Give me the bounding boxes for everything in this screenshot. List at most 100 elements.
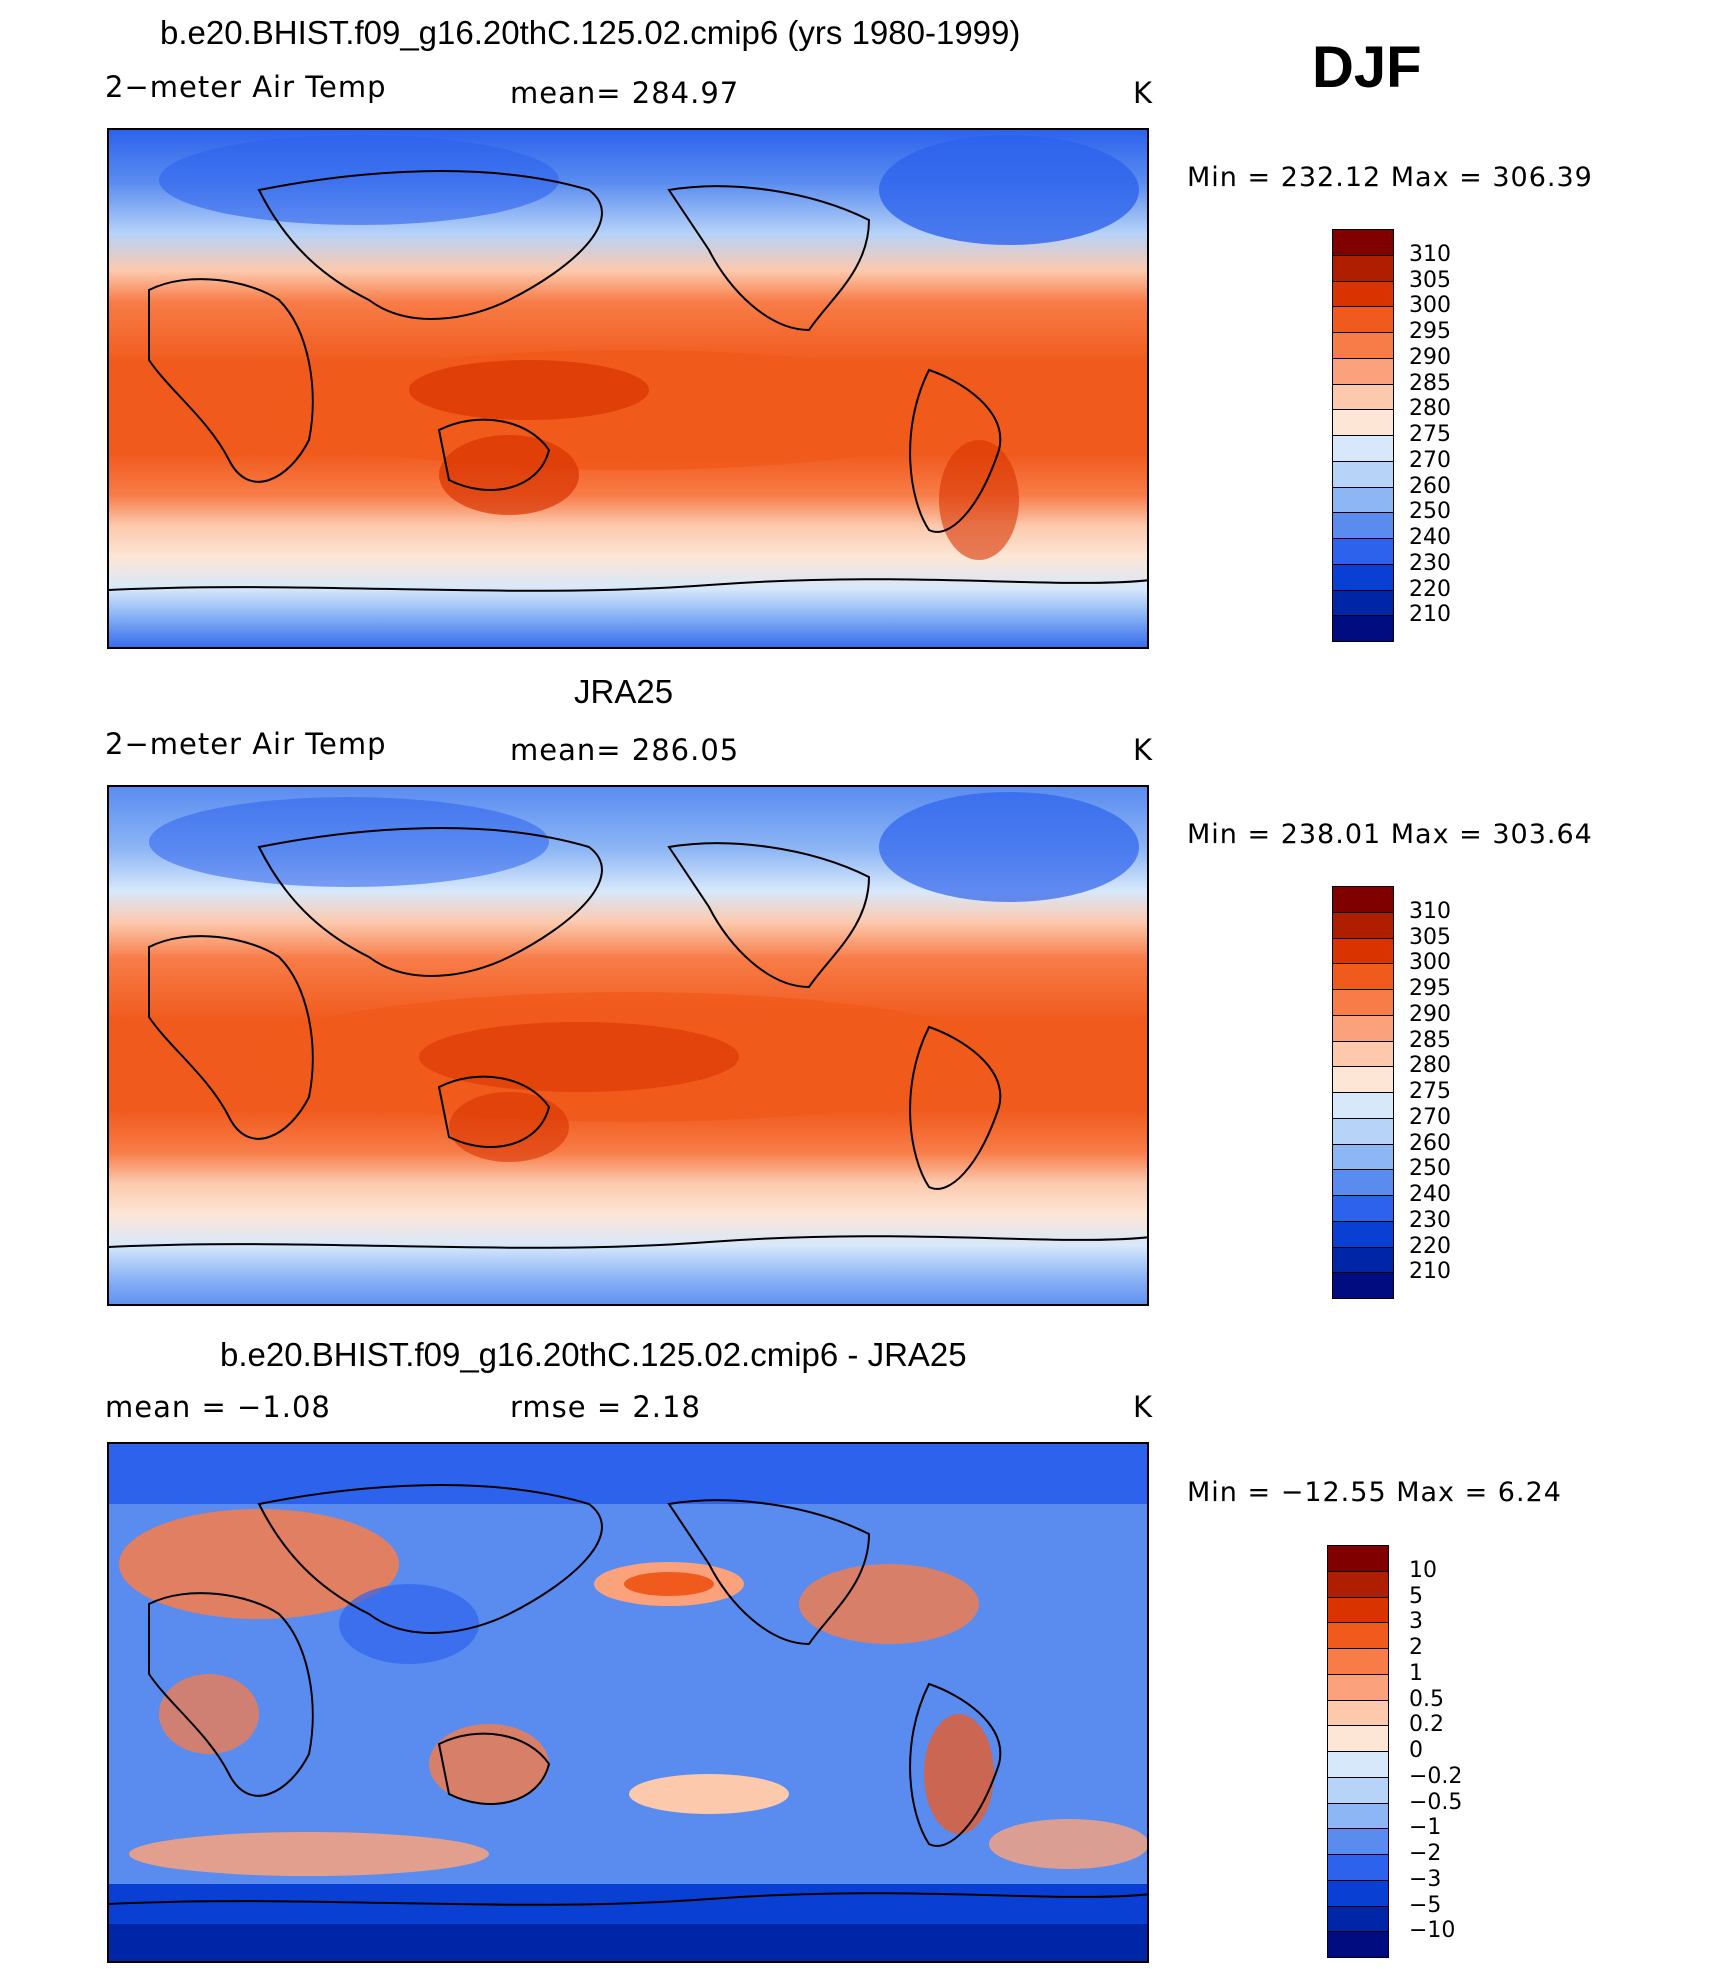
map-svg-3 (109, 1444, 1147, 1961)
panel-3-rmse-label: rmse = 2.18 (510, 1390, 701, 1424)
colorbar-tick-label: −0.2 (1409, 1763, 1463, 1789)
colorbar-swatch (1327, 1648, 1389, 1675)
colorbar-swatch (1332, 357, 1394, 385)
colorbar-swatch (1332, 409, 1394, 436)
colorbar-tick-label: 10 (1409, 1557, 1437, 1583)
colorbar-swatch (1332, 589, 1394, 617)
colorbar-swatch (1332, 563, 1394, 591)
colorbar-tick-label: 260 (1409, 473, 1451, 499)
colorbar-swatch (1327, 1905, 1389, 1933)
colorbar-swatch (1332, 886, 1394, 913)
colorbar-tick-label: 295 (1409, 976, 1451, 1001)
panel-2-mean-label: mean= 286.05 (510, 733, 740, 767)
colorbar-swatch (1332, 1246, 1394, 1274)
colorbar-tick-label: 275 (1409, 1079, 1451, 1104)
colorbar-swatch (1327, 1725, 1389, 1752)
colorbar-tick-label: 280 (1409, 396, 1451, 422)
panel-2-unit: K (1133, 733, 1154, 767)
colorbar-swatch (1332, 460, 1394, 488)
difference-map (107, 1442, 1149, 1963)
colorbar-swatch (1332, 911, 1394, 939)
colorbar-swatch (1332, 615, 1394, 642)
colorbar-swatch (1332, 1169, 1394, 1196)
model-temperature-map (107, 128, 1149, 649)
panel-2-title: JRA25 (574, 673, 674, 710)
colorbar-swatch (1327, 1596, 1389, 1624)
map-svg-2 (109, 787, 1147, 1304)
colorbar-swatch (1332, 383, 1394, 411)
colorbar-swatch (1332, 1092, 1394, 1119)
colorbar-swatch (1332, 963, 1394, 990)
colorbar-swatch (1332, 332, 1394, 359)
panel-3-mean-label: mean = −1.08 (105, 1390, 331, 1424)
colorbar-tick-label: 0 (1409, 1738, 1423, 1763)
difference-colorbar: 10 5 3 2 1 0.5 0.2 0 −0.2 −0.5 −1 −2 −3 −5 −10 (1327, 1545, 1479, 1958)
colorbar-swatch (1327, 1570, 1389, 1598)
colorbar-swatch (1332, 1143, 1394, 1171)
colorbar-swatch (1332, 1220, 1394, 1248)
colorbar-tick-label: −3 (1409, 1866, 1442, 1892)
colorbar-swatch (1332, 1117, 1394, 1145)
colorbar-swatch (1327, 1622, 1389, 1649)
colorbar-tick-label: 290 (1409, 344, 1451, 370)
colorbar-tick-label: −2 (1409, 1841, 1442, 1866)
colorbar-tick-label: 285 (1409, 370, 1451, 396)
colorbar-tick-label: 0.5 (1409, 1686, 1444, 1712)
colorbar-tick-label: 250 (1409, 499, 1451, 525)
colorbar-swatch (1332, 937, 1394, 965)
colorbar-tick-label: 305 (1409, 924, 1451, 950)
colorbar-swatch (1332, 512, 1394, 539)
temperature-colorbar-2: 310 305 300 295 290 285 280 275 270 260 250 240 230 2… (1332, 886, 1484, 1299)
colorbar-swatch (1332, 1195, 1394, 1222)
panel-3-unit: K (1133, 1390, 1154, 1424)
colorbar-tick-label: 250 (1409, 1156, 1451, 1182)
colorbar-swatch (1332, 435, 1394, 462)
colorbar-tick-label: 260 (1409, 1130, 1451, 1156)
colorbar-swatch (1332, 1272, 1394, 1299)
colorbar-swatch (1327, 1931, 1389, 1958)
colorbar-swatch (1327, 1879, 1389, 1907)
panel-1-minmax: Min = 232.12 Max = 306.39 (1187, 162, 1593, 193)
colorbar-tick-label: −5 (1409, 1892, 1442, 1918)
colorbar-swatch (1332, 486, 1394, 514)
panel-2-variable-label: 2−meter Air Temp (105, 727, 387, 761)
colorbar-swatch (1332, 538, 1394, 565)
colorbar-tick-label: −10 (1409, 1918, 1456, 1944)
panel-1-unit: K (1133, 76, 1154, 110)
colorbar-tick-label: 0.2 (1409, 1712, 1444, 1738)
colorbar-swatch (1332, 306, 1394, 333)
colorbar-swatch (1332, 1014, 1394, 1042)
colorbar-swatch (1327, 1854, 1389, 1881)
colorbar-swatch (1327, 1545, 1389, 1572)
observation-temperature-map (107, 785, 1149, 1306)
colorbar-swatch (1332, 254, 1394, 282)
colorbar-tick-label: 240 (1409, 525, 1451, 550)
panel-1-mean-label: mean= 284.97 (510, 76, 740, 110)
map-svg-1 (109, 130, 1147, 647)
colorbar-swatch (1327, 1828, 1389, 1855)
colorbar-tick-label: 220 (1409, 1233, 1451, 1259)
panel-3-title: b.e20.BHIST.f09_g16.20thC.125.02.cmip6 -… (220, 1336, 967, 1373)
colorbar-tick-label: 210 (1409, 1259, 1451, 1285)
colorbar-tick-label: 220 (1409, 576, 1451, 602)
colorbar-tick-label: 300 (1409, 293, 1451, 319)
colorbar-swatch (1332, 989, 1394, 1016)
colorbar-swatch (1332, 229, 1394, 256)
colorbar-swatch (1332, 280, 1394, 308)
colorbar-swatch (1332, 1066, 1394, 1093)
panel-2-minmax: Min = 238.01 Max = 303.64 (1187, 819, 1593, 850)
colorbar-tick-label: 210 (1409, 602, 1451, 628)
colorbar-swatch (1327, 1751, 1389, 1778)
colorbar-tick-label: 290 (1409, 1001, 1451, 1027)
colorbar-swatch (1327, 1776, 1389, 1804)
colorbar-tick-label: 1 (1409, 1660, 1423, 1686)
colorbar-tick-label: 270 (1409, 447, 1451, 473)
colorbar-tick-label: 295 (1409, 319, 1451, 344)
colorbar-tick-label: −0.5 (1409, 1789, 1463, 1815)
colorbar-swatch (1327, 1673, 1389, 1701)
colorbar-tick-label: 310 (1409, 241, 1451, 267)
temperature-colorbar-1: 310 305 300 295 290 285 280 275 270 260 250 240 230 2… (1332, 229, 1484, 642)
panel-3-minmax: Min = −12.55 Max = 6.24 (1187, 1477, 1562, 1508)
colorbar-swatch (1332, 1040, 1394, 1068)
colorbar-tick-label: 280 (1409, 1053, 1451, 1079)
